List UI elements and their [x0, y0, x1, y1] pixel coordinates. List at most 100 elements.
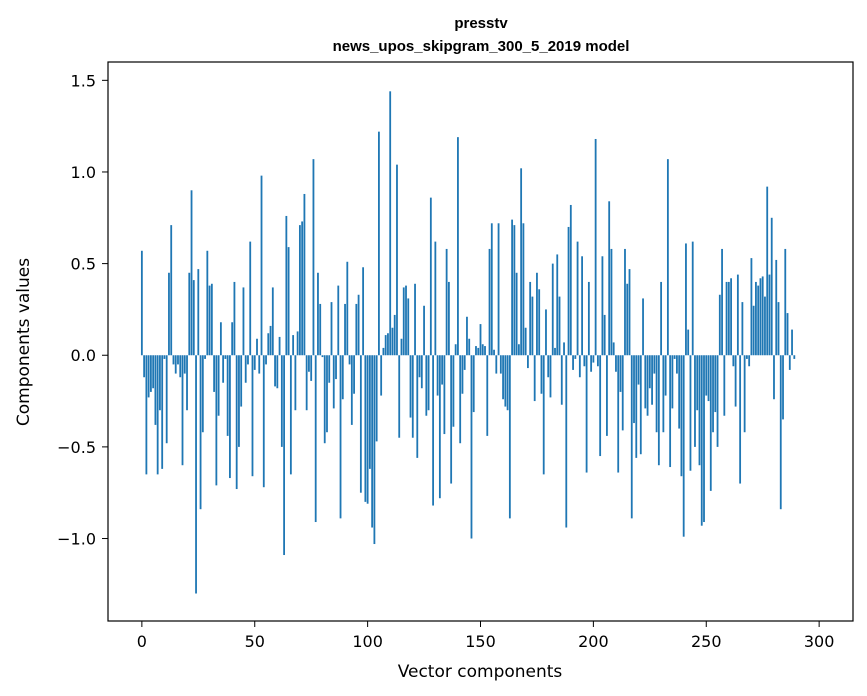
bar [583, 355, 586, 367]
bar [330, 302, 333, 356]
bar [576, 241, 579, 356]
x-tick-label: 0 [137, 632, 147, 651]
y-tick-label: 0.5 [71, 255, 96, 274]
y-tick-label: −0.5 [57, 438, 96, 457]
bar [233, 281, 236, 356]
bar [610, 248, 613, 356]
bar [258, 355, 261, 374]
bar [265, 355, 267, 365]
bar [635, 355, 638, 458]
bar [298, 225, 301, 356]
bar [743, 355, 746, 433]
bar [502, 355, 504, 400]
bar [524, 327, 527, 356]
bar [206, 250, 209, 356]
bar [405, 285, 407, 356]
bar [423, 305, 425, 356]
bar [590, 355, 593, 372]
bar [197, 269, 200, 356]
bar [199, 355, 202, 510]
bar [612, 342, 615, 356]
bar [545, 309, 547, 356]
bar [554, 347, 556, 356]
bar [215, 355, 218, 486]
bar [344, 303, 346, 356]
bar [490, 223, 493, 356]
bar [511, 219, 514, 356]
bar [145, 355, 148, 475]
bar [256, 338, 258, 356]
bar [389, 91, 392, 356]
bar [149, 355, 152, 392]
bar [154, 355, 157, 425]
chart-title-line-1: presstv [454, 15, 508, 32]
bar [445, 248, 448, 356]
bar [434, 241, 437, 356]
bar [238, 355, 240, 447]
bar [396, 164, 398, 356]
bar [213, 355, 216, 392]
bar [470, 355, 473, 539]
bar [414, 283, 416, 356]
bar [271, 287, 274, 356]
bar [522, 223, 525, 356]
x-tick-label: 50 [245, 632, 265, 651]
bar [533, 355, 536, 402]
bar [165, 355, 168, 444]
bar [621, 355, 624, 431]
bar [488, 248, 491, 356]
bar [644, 355, 647, 409]
bar [736, 274, 739, 356]
bar [387, 333, 389, 356]
bar [418, 355, 421, 378]
bar [274, 355, 276, 387]
bar [391, 327, 394, 356]
bar [310, 355, 313, 381]
bar [624, 248, 626, 356]
bar [319, 303, 322, 356]
bar [226, 355, 229, 436]
y-tick-label: 0.0 [71, 346, 96, 365]
bar [786, 313, 789, 356]
bar [247, 355, 249, 365]
bar [147, 355, 150, 398]
bar [630, 355, 633, 519]
bar [457, 137, 459, 356]
bar [321, 355, 324, 358]
bar [251, 355, 254, 477]
bar [739, 355, 742, 484]
bar [163, 355, 166, 359]
bar [195, 355, 197, 594]
bar [249, 241, 252, 356]
bar [402, 287, 405, 356]
bar [508, 355, 511, 519]
bar [229, 355, 231, 479]
bar [463, 355, 466, 370]
bar [371, 355, 374, 528]
bar [183, 355, 186, 374]
bar [657, 355, 660, 466]
bar [335, 355, 337, 380]
bar [346, 261, 349, 356]
bar [718, 294, 721, 356]
bar [303, 193, 306, 356]
bar [565, 355, 568, 528]
bar [493, 349, 495, 356]
x-tick-label: 150 [465, 632, 496, 651]
bar [542, 355, 545, 475]
bar [678, 355, 681, 429]
bar [317, 272, 319, 356]
bar [727, 281, 730, 356]
bar [289, 355, 292, 475]
bar [517, 344, 520, 356]
bar [262, 355, 265, 488]
x-axis-label: Vector components [398, 662, 563, 682]
bar [764, 296, 766, 356]
bar [362, 267, 365, 356]
x-tick-label: 100 [352, 632, 383, 651]
bar [578, 355, 581, 378]
x-tick-label: 200 [578, 632, 609, 651]
bar [682, 355, 685, 537]
bar [438, 355, 441, 499]
